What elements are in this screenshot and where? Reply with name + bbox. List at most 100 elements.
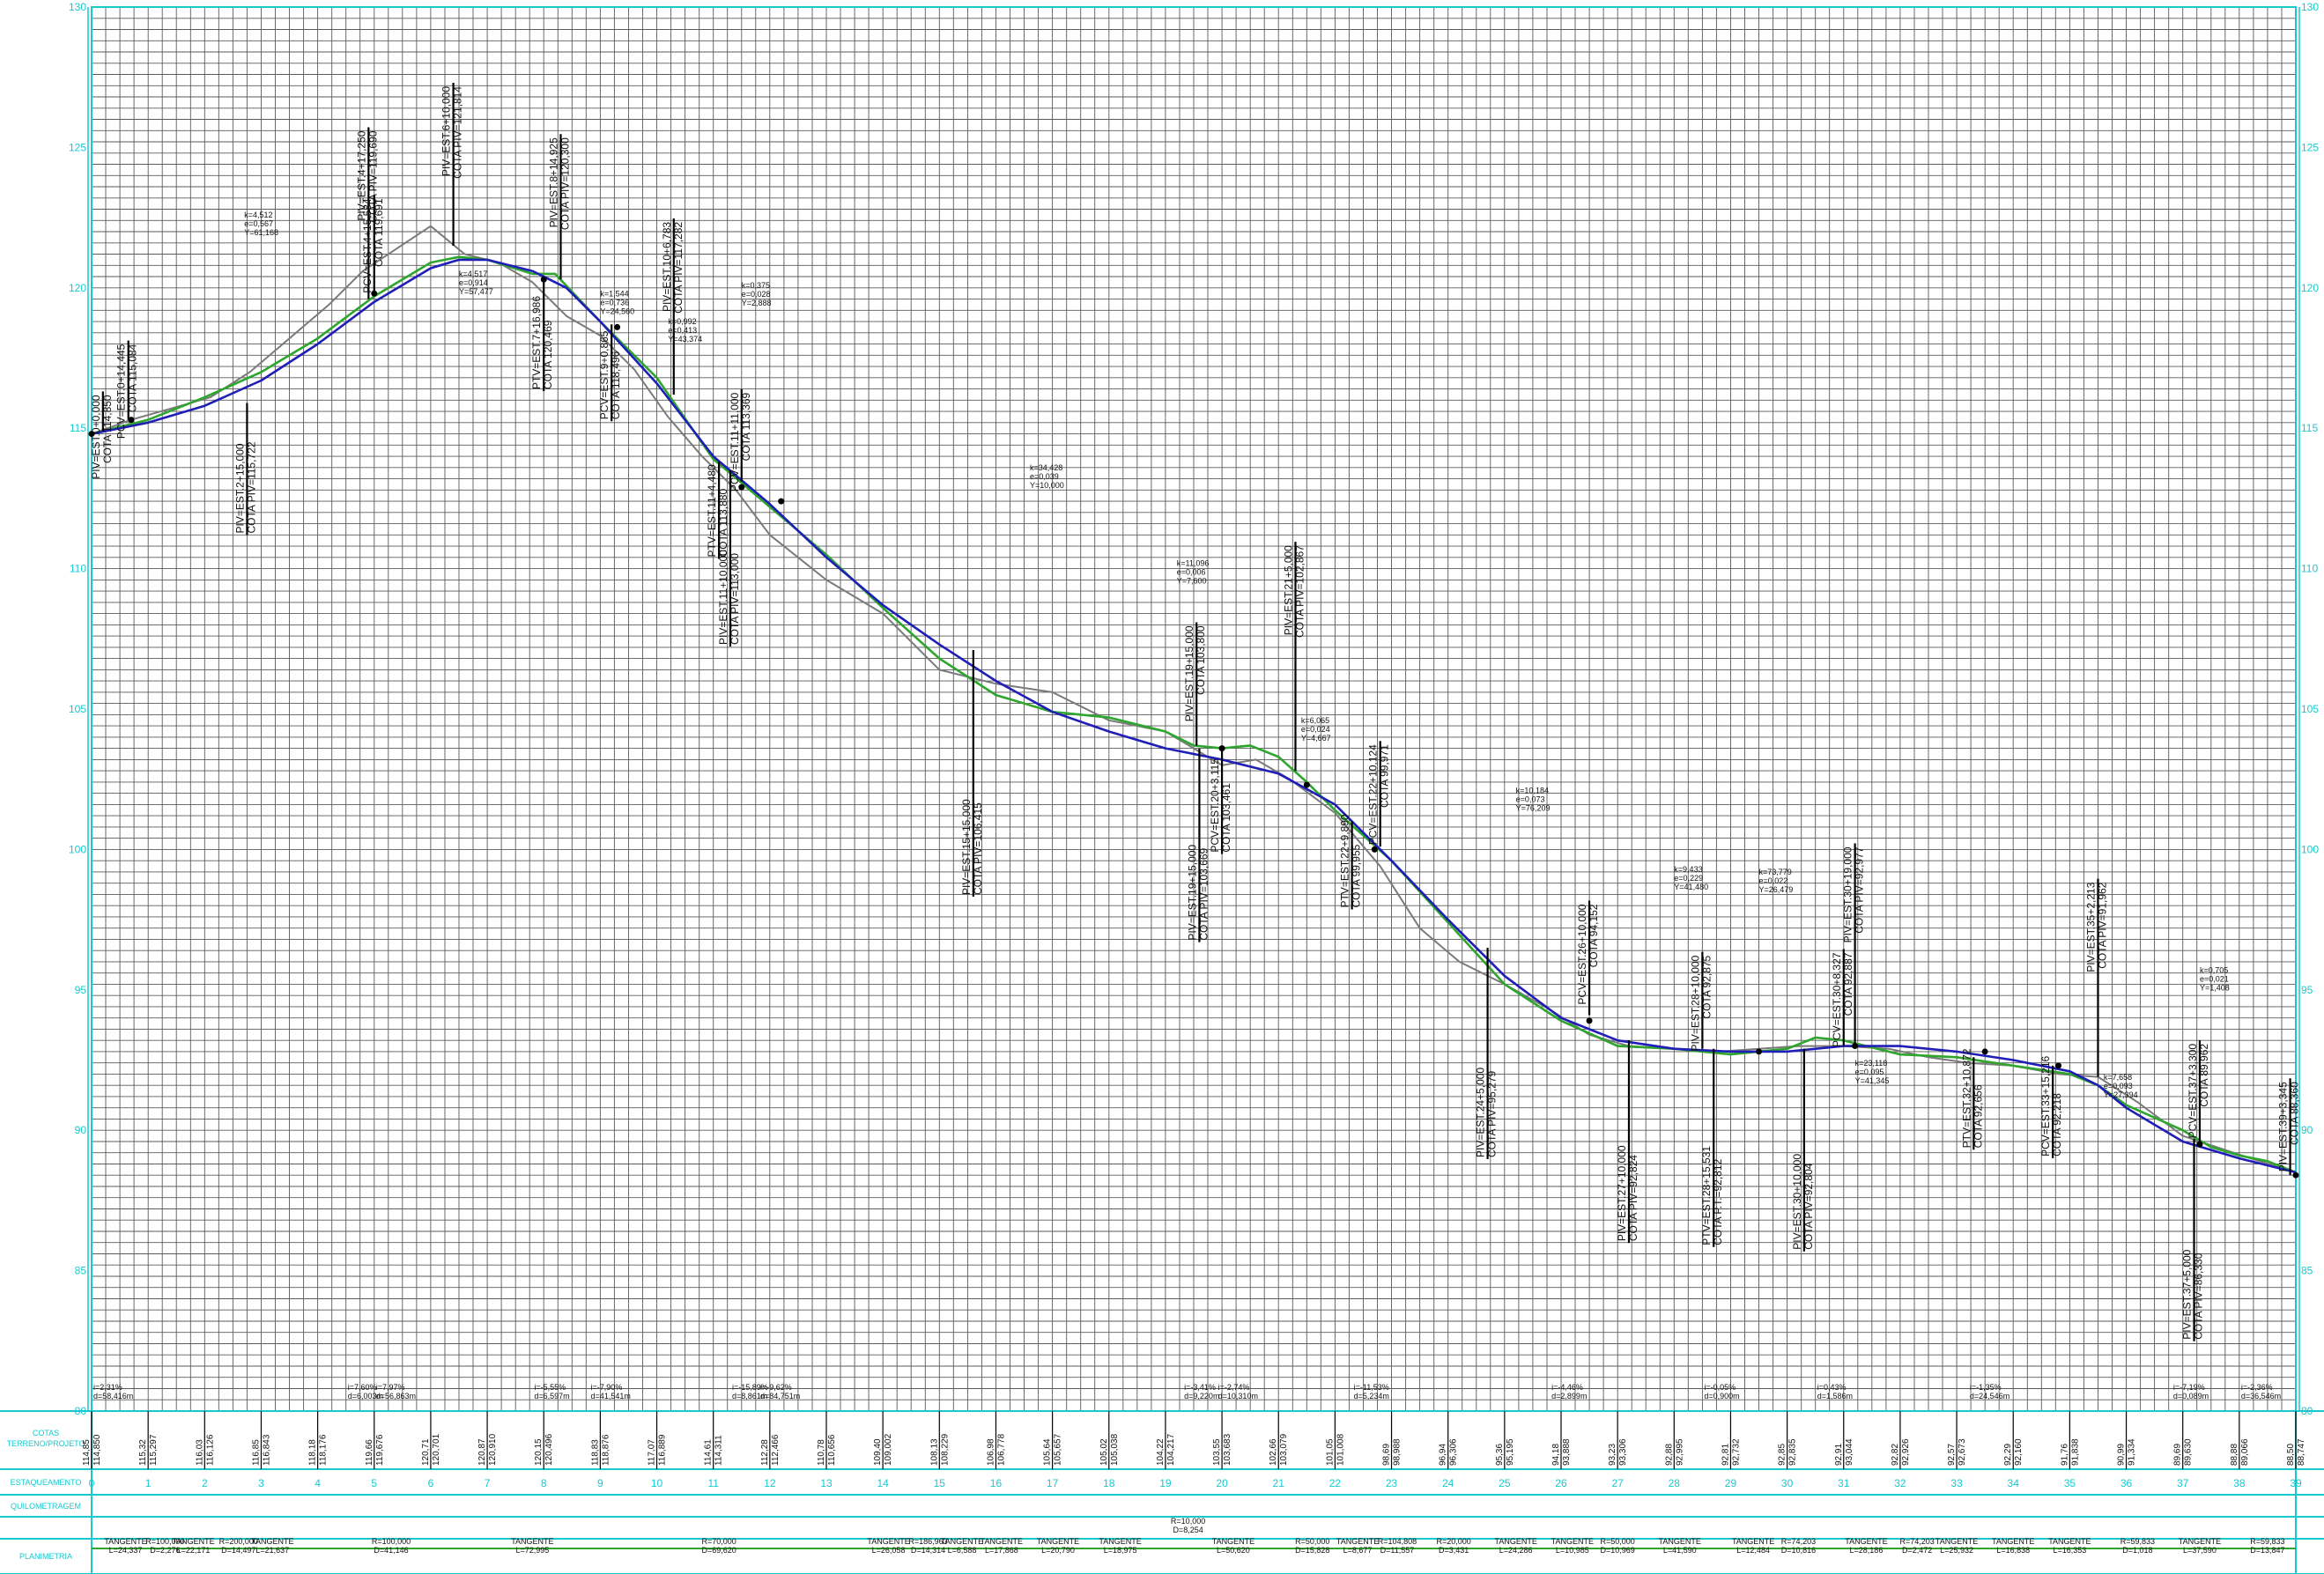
- curve-param-label: e=0,093: [2104, 1082, 2133, 1090]
- planimetria-label: D=69,620: [701, 1546, 736, 1555]
- cota-terrain: 92,81: [1721, 1444, 1730, 1466]
- pivot-label: COTA PIV=106,415: [972, 802, 984, 895]
- station-label: 17: [1047, 1477, 1059, 1489]
- planimetria-label: D=14,497: [221, 1546, 255, 1555]
- pivot-label: COTA PIV=91,962: [2096, 882, 2108, 968]
- grade-annotations: i=2,31%d=58,416mi=7,60%d=6,003mi=7,97%d=…: [93, 1383, 2281, 1400]
- cota-terrain: 101,05: [1325, 1438, 1335, 1466]
- pivot-label: PCV=EST.26+10,000: [1576, 904, 1588, 1004]
- cota-project: 120,701: [432, 1433, 441, 1466]
- pivot-label: PIV=EST.8+14,925: [547, 137, 559, 227]
- station-label: 21: [1273, 1477, 1285, 1489]
- planimetria-label: TANGENTE: [981, 1537, 1023, 1546]
- grade-label: i=-9,62%: [760, 1383, 792, 1392]
- grade-label: i=-5,55%: [534, 1383, 566, 1392]
- cota-project: 112,466: [771, 1434, 781, 1466]
- planimetria-label: R=100,000: [145, 1537, 184, 1546]
- cota-terrain: 89,69: [2173, 1444, 2183, 1466]
- y-tick-right: 115: [2301, 422, 2318, 434]
- cota-project: 119,676: [375, 1434, 385, 1466]
- curve-param-label: e=0,413: [668, 326, 697, 335]
- pivot-label: PCV=EST.9+0,865: [598, 330, 611, 419]
- station-label: 6: [428, 1477, 434, 1489]
- cota-terrain: 103,55: [1212, 1438, 1222, 1466]
- pivot-label: PIV=EST.19+15,000: [1183, 625, 1195, 721]
- cota-project: 95,195: [1506, 1438, 1515, 1466]
- pivot-label: PIV=EST.15+15,000: [960, 799, 973, 895]
- pivot-label: PIV=EST.24+5,000: [1475, 1068, 1487, 1157]
- cota-project: 118,876: [601, 1434, 611, 1466]
- curve-param-label: e=0,567: [244, 219, 273, 228]
- pivot-label: COTA 92,218: [2051, 1093, 2063, 1156]
- cota-project: 110,656: [827, 1434, 837, 1466]
- curve-param-label: Y=7,600: [1177, 576, 1207, 585]
- station-label: 19: [1159, 1477, 1172, 1489]
- cotas-label: TERRENO/PROJETO: [7, 1439, 85, 1448]
- curve-param-label: Y=26,479: [1759, 885, 1794, 894]
- curve-param-label: Y=10,000: [1030, 481, 1064, 490]
- pivot-label: PIV=EST.39+3,345: [2277, 1082, 2290, 1171]
- cota-project: 114,850: [93, 1434, 102, 1466]
- planimetria-label: R=20,000: [1436, 1537, 1470, 1546]
- control-point: [1981, 1048, 1988, 1055]
- grade-label: i=0,43%: [1817, 1383, 1847, 1392]
- cota-project: 93,306: [1618, 1438, 1628, 1466]
- cota-terrain: 91,76: [2060, 1444, 2069, 1466]
- station-label: 5: [371, 1477, 377, 1489]
- planimetria-label: R=70,000: [701, 1537, 736, 1546]
- y-tick-right: 90: [2301, 1124, 2313, 1136]
- cota-project: 88,747: [2297, 1438, 2306, 1466]
- pivot-label: COTA 89,962: [2198, 1044, 2210, 1107]
- y-tick-left: 120: [69, 282, 86, 294]
- cota-project: 98,988: [1393, 1438, 1403, 1466]
- planimetria-label: R=10,000: [1171, 1517, 1205, 1526]
- pivot-label: COTA 120,469: [542, 320, 554, 389]
- pivot-label: COTA PIV=121,814: [452, 86, 464, 179]
- cota-project: 89,630: [2184, 1438, 2194, 1466]
- station-label: 26: [1555, 1477, 1567, 1489]
- planimetria-label: L=17,868: [985, 1546, 1018, 1555]
- control-point: [778, 498, 785, 505]
- grade-label: d=6,597m: [534, 1392, 569, 1400]
- planimetria-label: R=74,203: [1900, 1537, 1935, 1546]
- planimetria-label: D=2,472: [1902, 1546, 1932, 1555]
- y-tick-right: 100: [2301, 843, 2319, 855]
- control-point: [2196, 1141, 2203, 1148]
- pivot-label: PIV=EST.37+5,000: [2181, 1249, 2194, 1339]
- curve-param-label: k=4,517: [459, 270, 487, 278]
- cota-project: 92,835: [1788, 1438, 1798, 1466]
- cota-terrain: 104,22: [1156, 1438, 1166, 1466]
- y-tick-left: 130: [69, 1, 86, 13]
- cota-terrain: 120,15: [534, 1438, 544, 1466]
- station-label: 14: [877, 1477, 889, 1489]
- curve-param-label: k=1,544: [600, 289, 628, 298]
- planimetria-label: TANGENTE: [941, 1537, 983, 1546]
- curve-param-label: k=4,512: [244, 211, 272, 219]
- pivot-annotations: PIV=EST.2+15,000 COTA PIV=115,722 PCV=EST.…: [90, 82, 2301, 1341]
- planimetria-label: L=16,838: [1996, 1546, 2030, 1555]
- grade-label: d=10,310m: [1218, 1392, 1258, 1400]
- planimetria-label: TANGENTE: [2048, 1537, 2091, 1546]
- pivot-label: COTA PIV=115,722: [245, 441, 257, 533]
- cota-terrain: 88,88: [2230, 1444, 2239, 1466]
- y-tick-right: 95: [2301, 984, 2313, 996]
- planimetria-label: TANGENTE: [251, 1537, 293, 1546]
- station-label: 2: [202, 1477, 208, 1489]
- station-label: 39: [2290, 1477, 2302, 1489]
- cota-terrain: 92,88: [1664, 1444, 1674, 1466]
- curve-param-label: Y=24,560: [600, 307, 634, 315]
- curve-param-label: e=0,039: [1030, 472, 1059, 481]
- cota-terrain: 115,32: [138, 1439, 148, 1466]
- pivot-label: PCV=EST.11+11,000: [729, 392, 741, 491]
- curve-param-label: e=0,736: [600, 298, 629, 307]
- cota-project: 89,066: [2240, 1438, 2250, 1466]
- planimetria-label: D=11,557: [1380, 1546, 1415, 1555]
- station-label: 11: [707, 1477, 719, 1489]
- cota-project: 92,732: [1731, 1438, 1741, 1466]
- pivot-label: COTA 115,084: [127, 344, 139, 412]
- cota-project: 106,778: [996, 1433, 1006, 1466]
- cota-project: 118,176: [319, 1434, 329, 1466]
- station-label: 4: [315, 1477, 321, 1489]
